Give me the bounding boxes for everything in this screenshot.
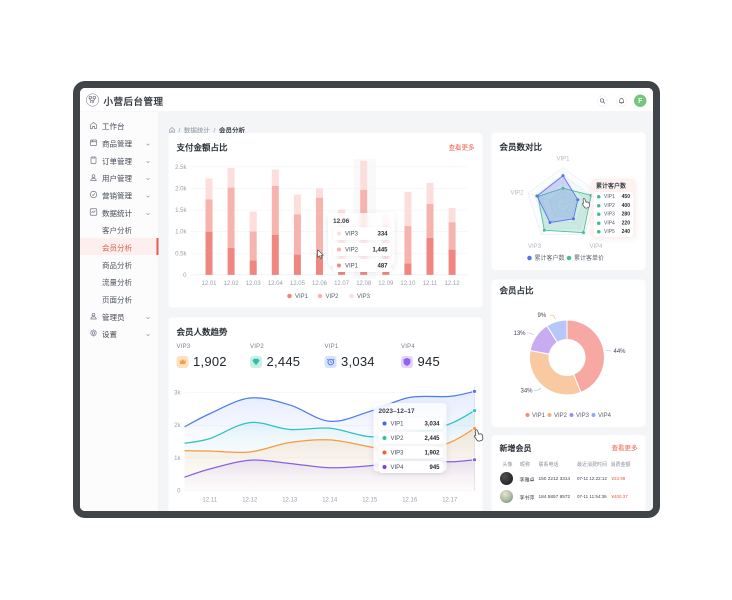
svg-text:2.0k: 2.0k <box>175 186 187 192</box>
svg-text:13%: 13% <box>513 331 526 337</box>
svg-text:44%: 44% <box>613 349 626 355</box>
svg-text:12.12: 12.12 <box>242 498 258 504</box>
svg-text:34%: 34% <box>520 389 533 395</box>
svg-text:VIP4: VIP4 <box>598 413 612 419</box>
svg-text:12.17: 12.17 <box>442 498 458 504</box>
svg-text:12.06: 12.06 <box>311 281 327 287</box>
svg-text:12.07: 12.07 <box>334 281 350 287</box>
svg-text:12.12: 12.12 <box>444 281 460 287</box>
svg-text:0: 0 <box>183 273 187 279</box>
svg-text:2k: 2k <box>174 423 181 429</box>
svg-text:2.5k: 2.5k <box>175 165 187 171</box>
svg-text:VIP1: VIP1 <box>532 413 546 419</box>
svg-text:1k: 1k <box>174 456 181 462</box>
svg-text:12.02: 12.02 <box>223 281 239 287</box>
svg-text:1.0k: 1.0k <box>175 230 187 236</box>
svg-text:VIP2: VIP2 <box>554 413 568 419</box>
svg-text:9%: 9% <box>537 313 546 319</box>
svg-text:12.01: 12.01 <box>201 281 217 287</box>
svg-text:VIP3: VIP3 <box>357 294 371 300</box>
svg-text:VIP4: VIP4 <box>589 244 603 250</box>
svg-text:VIP2: VIP2 <box>325 294 339 300</box>
svg-text:累计客户数: 累计客户数 <box>534 254 564 262</box>
svg-text:VIP3: VIP3 <box>576 413 590 419</box>
svg-text:VIP3: VIP3 <box>527 244 541 250</box>
svg-text:12.05: 12.05 <box>289 281 305 287</box>
svg-text:12.14: 12.14 <box>322 498 338 504</box>
svg-text:VIP1: VIP1 <box>556 157 570 163</box>
svg-text:12.10: 12.10 <box>400 281 416 287</box>
svg-text:12.15: 12.15 <box>362 498 378 504</box>
svg-text:1.5k: 1.5k <box>175 208 187 214</box>
svg-text:0: 0 <box>177 489 181 495</box>
svg-text:累计客单价: 累计客单价 <box>574 254 604 262</box>
svg-text:12.04: 12.04 <box>267 281 283 287</box>
svg-text:12.11: 12.11 <box>202 498 217 504</box>
svg-text:VIP1: VIP1 <box>295 294 309 300</box>
svg-text:12.03: 12.03 <box>245 281 261 287</box>
svg-text:0.5k: 0.5k <box>175 251 187 257</box>
svg-text:12.11: 12.11 <box>422 281 437 287</box>
svg-text:12.09: 12.09 <box>378 281 394 287</box>
svg-text:12.13: 12.13 <box>282 498 298 504</box>
svg-text:12.16: 12.16 <box>402 498 418 504</box>
svg-text:VIP2: VIP2 <box>510 191 524 197</box>
svg-text:12.08: 12.08 <box>356 281 372 287</box>
svg-text:3k: 3k <box>174 391 181 397</box>
